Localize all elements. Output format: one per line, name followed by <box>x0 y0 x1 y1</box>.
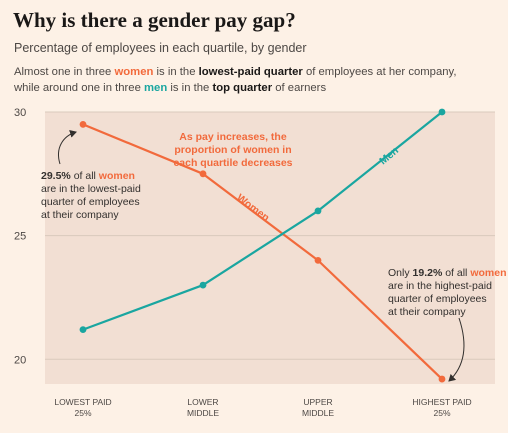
plot-background <box>45 112 495 384</box>
desc-women: women <box>114 66 154 78</box>
series-line-men <box>82 111 443 331</box>
x-tick-label: 25% <box>74 408 91 418</box>
annotation-line: at their company <box>41 209 119 221</box>
annotation-line: As pay increases, the <box>179 131 287 143</box>
desc-text: of employees at her company, <box>302 66 457 78</box>
annotation-middle: As pay increases, the proportion of wome… <box>173 131 292 169</box>
data-point-men <box>199 281 207 289</box>
desc-text: Almost one in three <box>14 66 115 78</box>
data-point-women <box>199 170 207 178</box>
desc-top: top quarter <box>212 82 273 94</box>
data-point-women <box>79 120 87 128</box>
annotation-arrow-right <box>448 317 465 382</box>
data-point-men <box>438 108 446 116</box>
x-tick-label: HIGHEST PAID <box>412 397 471 407</box>
x-tick-label: LOWEST PAID <box>54 397 111 407</box>
desc-text: of earners <box>272 82 327 94</box>
annotation-line: each quartile decreases <box>173 157 292 169</box>
data-point-men <box>314 207 322 215</box>
desc-text: is in the <box>153 66 199 78</box>
data-point-women <box>314 256 322 264</box>
annotation-right: Only 19.2% of all women are in the highe… <box>388 267 506 318</box>
annotation-line: are in the lowest-paid <box>41 183 141 195</box>
chart-description: Almost one in three women is in the lowe… <box>14 64 499 96</box>
x-tick-label: MIDDLE <box>302 408 334 418</box>
annotation-line: at their company <box>388 306 466 318</box>
desc-men: men <box>144 82 168 94</box>
y-tick-label: 20 <box>14 354 26 366</box>
annotation-arrow-left <box>58 129 77 165</box>
annotation-line: quarter of employees <box>388 293 487 305</box>
chart-title: Why is there a gender pay gap? <box>13 8 296 32</box>
y-tick-labels: 20 25 30 <box>14 107 26 366</box>
desc-text: is in the <box>167 82 213 94</box>
desc-text: while around one in three <box>14 82 145 94</box>
x-tick-label: LOWER <box>187 397 218 407</box>
annotation-line: are in the highest-paid <box>388 280 492 292</box>
desc-lowest: lowest-paid quarter <box>198 66 303 78</box>
x-tick-label: 25% <box>433 408 450 418</box>
data-point-men <box>79 326 87 333</box>
series-lines <box>82 111 443 380</box>
annotation-left: 29.5% of all women are in the lowest-pai… <box>41 170 141 221</box>
series-points <box>79 108 446 383</box>
series-line-women <box>82 123 443 380</box>
x-tick-label: MIDDLE <box>187 408 219 418</box>
y-tick-label: 30 <box>14 107 26 119</box>
chart-subtitle: Percentage of employees in each quartile… <box>14 41 307 55</box>
annotation-line: 29.5% of all women <box>41 170 135 182</box>
x-tick-labels: LOWEST PAID25%LOWERMIDDLEUPPERMIDDLEHIGH… <box>54 397 471 418</box>
data-point-women <box>438 375 446 383</box>
annotation-line: Only 19.2% of all women <box>388 267 506 279</box>
x-tick-label: UPPER <box>303 397 332 407</box>
annotation-line: proportion of women in <box>174 144 291 156</box>
y-tick-label: 25 <box>14 231 26 243</box>
annotation-line: quarter of employees <box>41 196 140 208</box>
